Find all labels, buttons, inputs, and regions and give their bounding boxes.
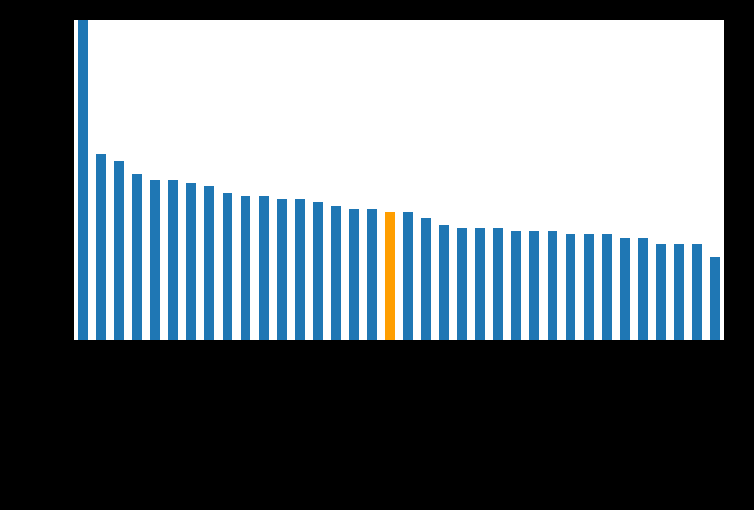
bar-27 xyxy=(566,234,576,340)
bar-7 xyxy=(204,186,214,340)
bar-12 xyxy=(295,199,305,340)
bar-29 xyxy=(602,234,612,340)
bar-11 xyxy=(277,199,287,340)
bar-18 xyxy=(403,212,413,340)
bar-34 xyxy=(692,244,702,340)
bar-24 xyxy=(511,231,521,340)
bar-6 xyxy=(186,183,196,340)
bar-33 xyxy=(674,244,684,340)
bar-21 xyxy=(457,228,467,340)
bar-13 xyxy=(313,202,323,340)
bar-20 xyxy=(439,225,449,340)
bar-3 xyxy=(132,174,142,340)
bar-23 xyxy=(493,228,503,340)
bar-1 xyxy=(96,154,106,340)
bar-22 xyxy=(475,228,485,340)
bar-chart xyxy=(74,20,724,340)
bar-19 xyxy=(421,218,431,340)
bar-28 xyxy=(584,234,594,340)
bar-16 xyxy=(367,209,377,340)
bar-2 xyxy=(114,161,124,340)
bar-25 xyxy=(529,231,539,340)
bar-35 xyxy=(710,257,720,340)
bar-30 xyxy=(620,238,630,340)
bar-9 xyxy=(241,196,251,340)
bar-5 xyxy=(168,180,178,340)
bar-10 xyxy=(259,196,269,340)
bar-17 xyxy=(385,212,395,340)
bar-32 xyxy=(656,244,666,340)
bar-4 xyxy=(150,180,160,340)
bar-14 xyxy=(331,206,341,340)
bar-0 xyxy=(78,20,88,340)
bar-15 xyxy=(349,209,359,340)
bar-8 xyxy=(223,193,233,340)
bar-31 xyxy=(638,238,648,340)
bar-26 xyxy=(548,231,558,340)
